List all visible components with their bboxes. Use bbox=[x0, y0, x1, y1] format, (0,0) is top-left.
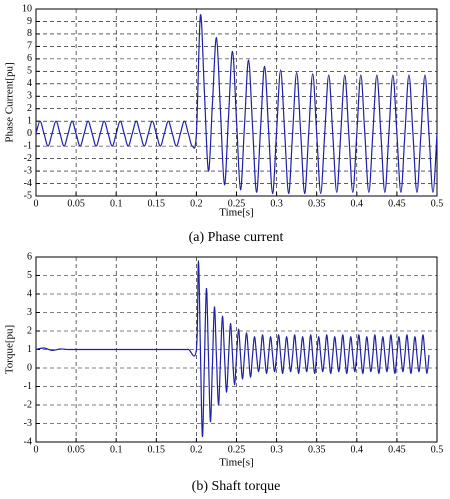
y-tick-label: 3 bbox=[27, 91, 32, 102]
x-tick-label: 0.5 bbox=[431, 198, 444, 209]
y-tick-label: -2 bbox=[24, 399, 32, 410]
x-tick-label: 0.45 bbox=[388, 198, 406, 209]
x-tick-label: 0 bbox=[34, 444, 39, 455]
y-tick-label: -3 bbox=[24, 418, 32, 429]
y-tick-label: 1 bbox=[27, 115, 32, 126]
y-tick-label: 8 bbox=[27, 28, 32, 39]
x-tick-label: 0.15 bbox=[148, 444, 166, 455]
caption: (a) Phase current bbox=[189, 230, 284, 245]
x-tick-label: 0.2 bbox=[190, 198, 203, 209]
y-tick-label: -1 bbox=[24, 140, 32, 151]
y-tick-label: 1 bbox=[27, 344, 32, 355]
x-tick-label: 0.15 bbox=[148, 198, 166, 209]
y-tick-label: -4 bbox=[24, 436, 32, 447]
y-tick-label: 6 bbox=[27, 251, 32, 262]
x-tick-label: 0.1 bbox=[110, 198, 123, 209]
plot-frame bbox=[35, 8, 438, 197]
y-tick-label: 9 bbox=[27, 16, 32, 27]
x-tick-label: 0.45 bbox=[388, 444, 406, 455]
y-tick-label: -4 bbox=[24, 178, 32, 189]
y-tick-label: 3 bbox=[27, 307, 32, 318]
y-tick-label: 5 bbox=[27, 270, 32, 281]
x-tick-label: 0.05 bbox=[67, 198, 85, 209]
x-tick-label: 0.25 bbox=[228, 444, 246, 455]
y-tick-label: -2 bbox=[24, 153, 32, 164]
caption: (b) Shaft torque bbox=[192, 479, 281, 494]
data-line bbox=[35, 14, 438, 195]
y-axis-label: Phase Current[pu] bbox=[4, 62, 16, 142]
x-axis-label: Time[s] bbox=[219, 207, 253, 219]
x-tick-label: 0.05 bbox=[67, 444, 85, 455]
x-tick-label: 0.4 bbox=[351, 198, 364, 209]
y-tick-label: 10 bbox=[22, 3, 32, 14]
y-tick-label: 7 bbox=[27, 41, 32, 52]
y-tick-label: 0 bbox=[27, 128, 32, 139]
x-tick-label: 0 bbox=[34, 198, 39, 209]
x-tick-label: 0.3 bbox=[270, 444, 283, 455]
x-tick-label: 0.2 bbox=[190, 444, 203, 455]
y-tick-label: -5 bbox=[24, 190, 32, 201]
y-tick-label: 4 bbox=[27, 288, 32, 299]
data-line bbox=[35, 260, 430, 438]
x-tick-label: 0.25 bbox=[228, 198, 246, 209]
y-tick-label: 5 bbox=[27, 66, 32, 77]
x-tick-label: 0.3 bbox=[270, 198, 283, 209]
x-tick-label: 0.4 bbox=[351, 444, 364, 455]
x-tick-label: 0.35 bbox=[308, 198, 326, 209]
x-tick-label: 0.5 bbox=[431, 444, 444, 455]
y-tick-label: 4 bbox=[27, 78, 32, 89]
y-axis-label: Torque[pu] bbox=[4, 325, 16, 374]
y-tick-label: -3 bbox=[24, 165, 32, 176]
y-tick-label: -1 bbox=[24, 381, 32, 392]
x-axis-label: Time[s] bbox=[219, 457, 253, 469]
y-tick-label: 0 bbox=[27, 362, 32, 373]
y-tick-label: 2 bbox=[27, 325, 32, 336]
y-tick-label: 6 bbox=[27, 53, 32, 64]
y-tick-label: 2 bbox=[27, 103, 32, 114]
x-tick-label: 0.1 bbox=[110, 444, 123, 455]
x-tick-label: 0.35 bbox=[308, 444, 326, 455]
